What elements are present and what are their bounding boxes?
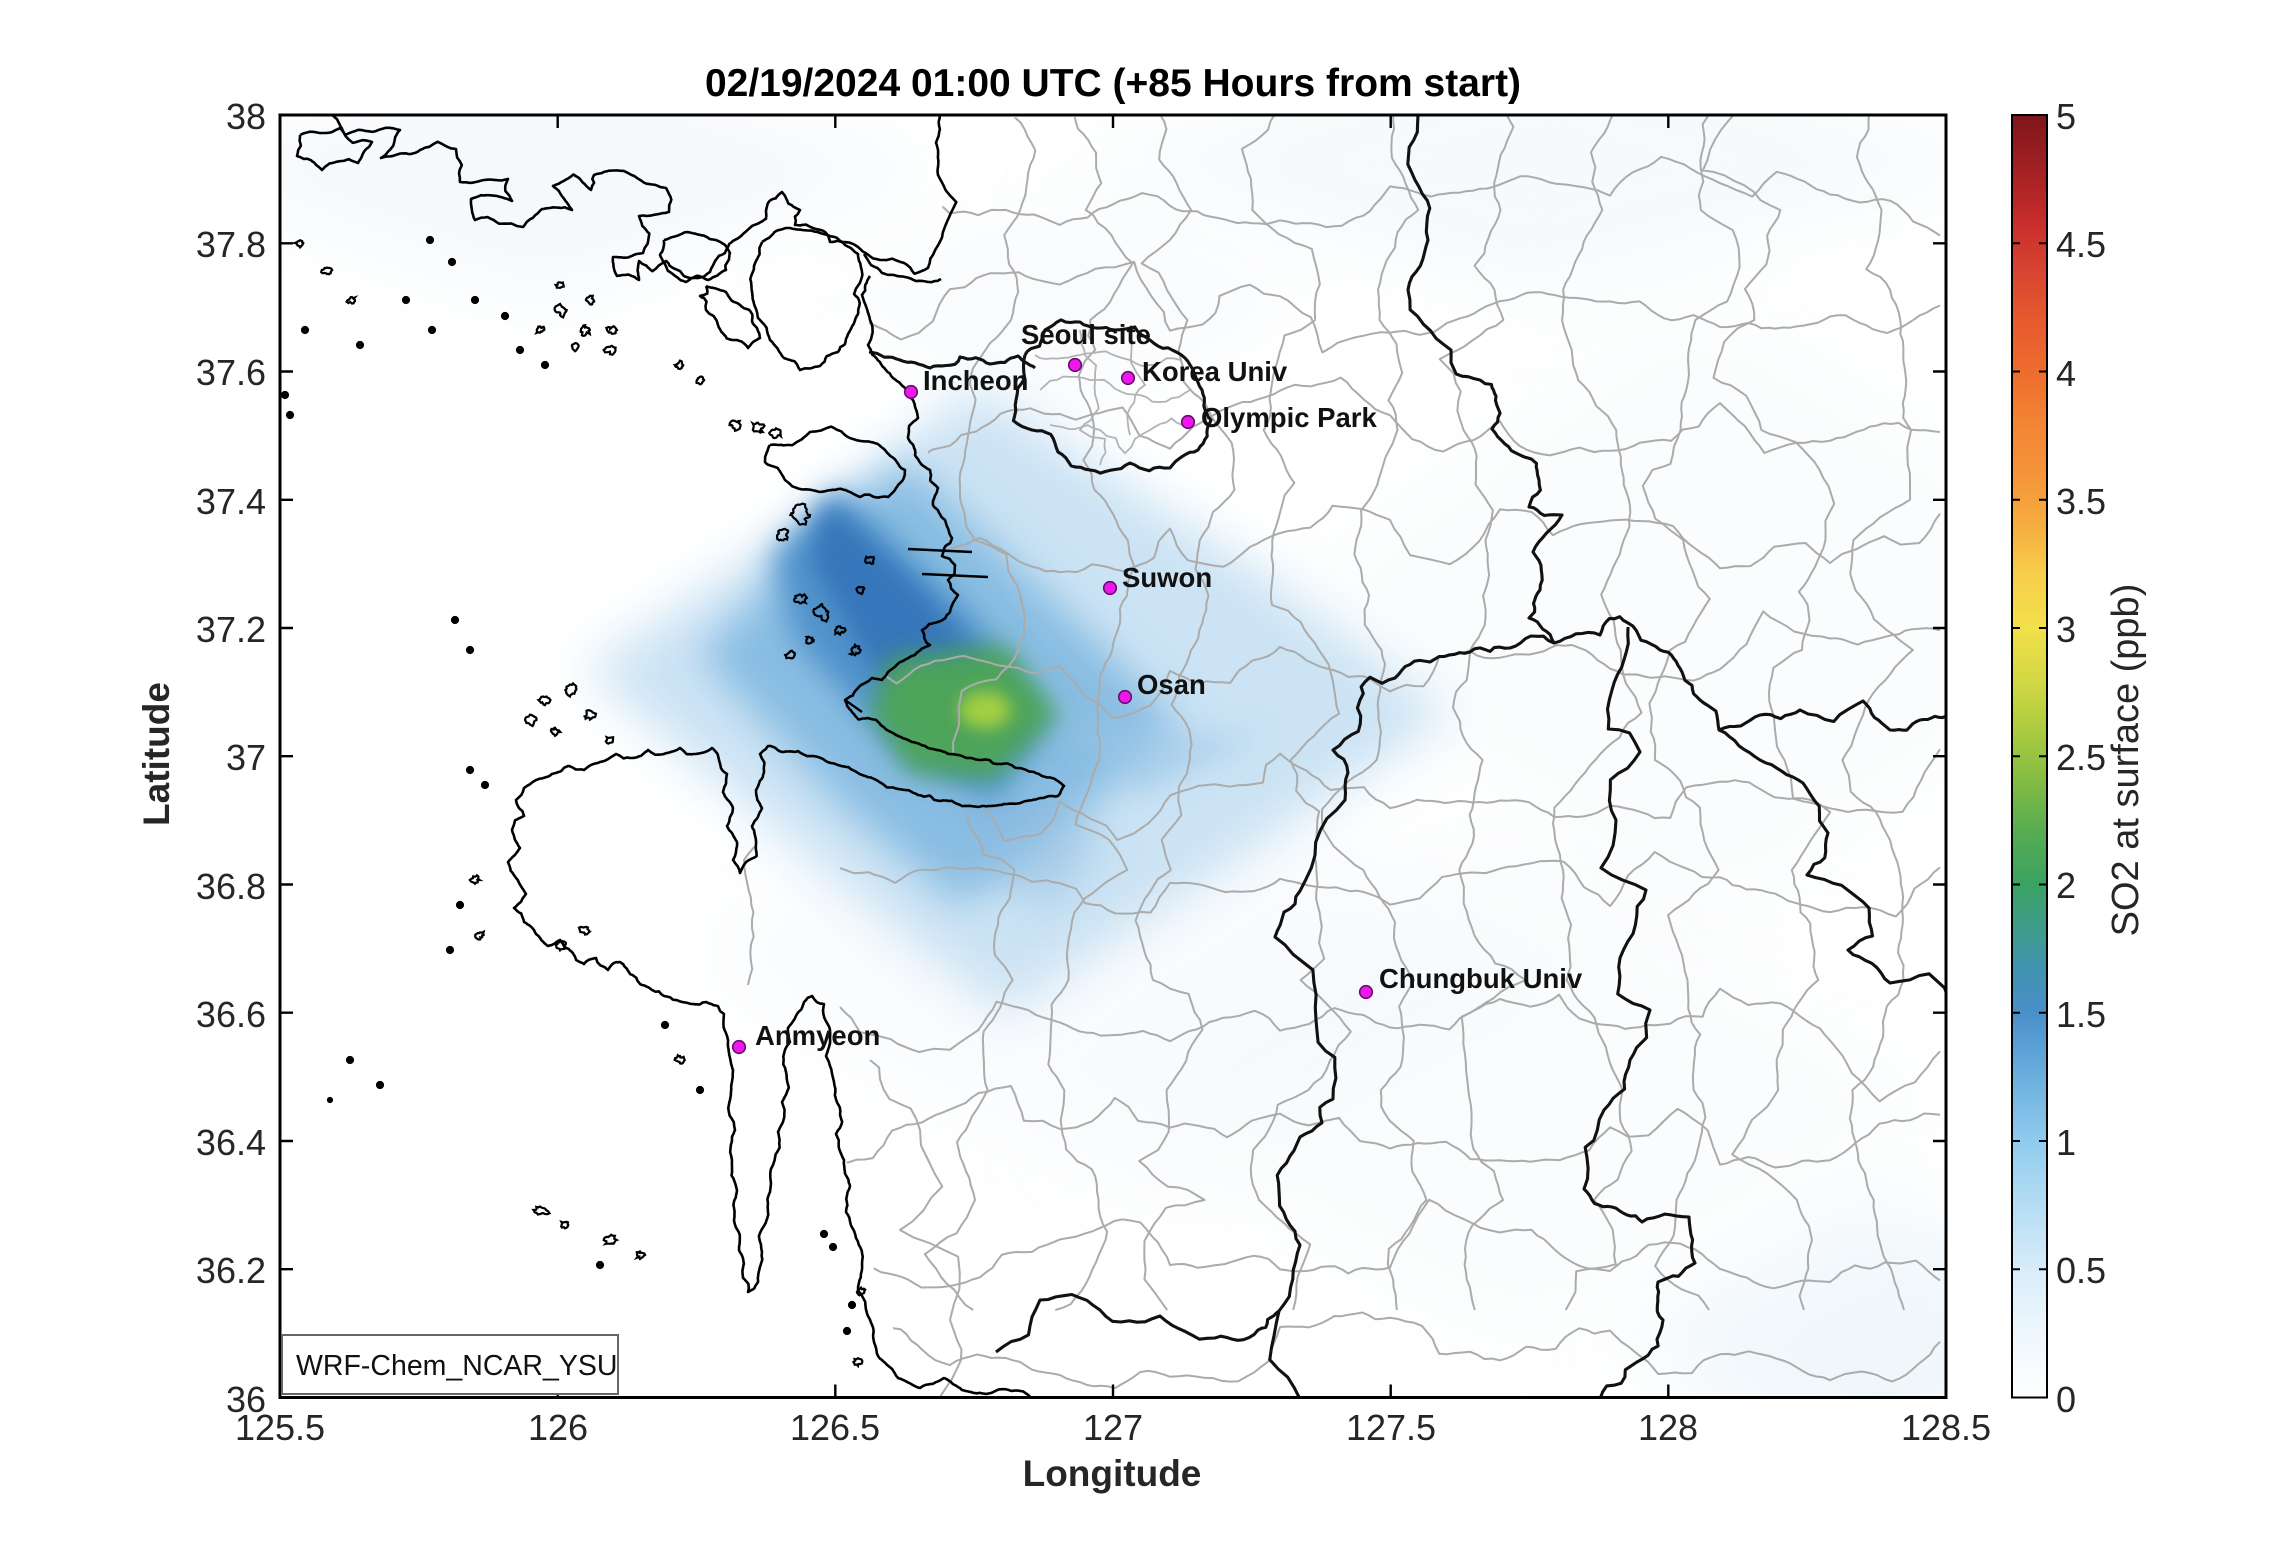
svg-text:37.2: 37.2 — [196, 609, 266, 650]
svg-text:0.5: 0.5 — [2056, 1250, 2106, 1291]
svg-text:3.5: 3.5 — [2056, 481, 2106, 522]
svg-text:36.6: 36.6 — [196, 994, 266, 1035]
svg-text:36: 36 — [226, 1379, 266, 1420]
svg-text:38: 38 — [226, 96, 266, 137]
svg-text:Longitude: Longitude — [1023, 1453, 1202, 1494]
svg-text:WRF-Chem_NCAR_YSU: WRF-Chem_NCAR_YSU — [296, 1350, 617, 1382]
svg-text:127.5: 127.5 — [1346, 1407, 1436, 1448]
svg-text:128.5: 128.5 — [1901, 1407, 1991, 1448]
svg-text:Chungbuk Univ: Chungbuk Univ — [1379, 963, 1583, 994]
svg-text:126.5: 126.5 — [790, 1407, 880, 1448]
svg-text:37.6: 37.6 — [196, 352, 266, 393]
svg-text:3: 3 — [2056, 609, 2076, 650]
svg-text:0: 0 — [2056, 1379, 2076, 1420]
svg-text:Seoul site: Seoul site — [1021, 319, 1151, 350]
svg-text:37.4: 37.4 — [196, 481, 266, 522]
svg-text:Korea Univ: Korea Univ — [1142, 356, 1288, 387]
svg-text:5: 5 — [2056, 96, 2076, 137]
svg-text:36.4: 36.4 — [196, 1122, 266, 1163]
svg-text:1: 1 — [2056, 1122, 2076, 1163]
svg-text:Osan: Osan — [1137, 669, 1206, 700]
svg-text:Anmyeon: Anmyeon — [755, 1020, 880, 1051]
svg-text:Olympic Park: Olympic Park — [1201, 402, 1377, 433]
svg-text:128: 128 — [1638, 1407, 1698, 1448]
svg-text:2.5: 2.5 — [2056, 737, 2106, 778]
svg-text:Latitude: Latitude — [136, 682, 177, 826]
svg-text:36.2: 36.2 — [196, 1250, 266, 1291]
svg-text:4: 4 — [2056, 353, 2076, 394]
svg-text:1.5: 1.5 — [2056, 994, 2106, 1035]
svg-text:SO2 at surface (ppb): SO2 at surface (ppb) — [2105, 584, 2147, 937]
svg-text:Suwon: Suwon — [1122, 562, 1212, 593]
svg-text:Incheon: Incheon — [923, 365, 1028, 396]
svg-text:4.5: 4.5 — [2056, 224, 2106, 265]
svg-text:127: 127 — [1083, 1407, 1143, 1448]
svg-text:2: 2 — [2056, 865, 2076, 906]
svg-text:125.5: 125.5 — [235, 1407, 325, 1448]
svg-text:126: 126 — [528, 1407, 588, 1448]
svg-text:02/19/2024 01:00 UTC (+85 Hour: 02/19/2024 01:00 UTC (+85 Hours from sta… — [705, 62, 1521, 105]
svg-text:37: 37 — [226, 737, 266, 778]
svg-text:36.8: 36.8 — [196, 866, 266, 907]
svg-text:37.8: 37.8 — [196, 224, 266, 265]
